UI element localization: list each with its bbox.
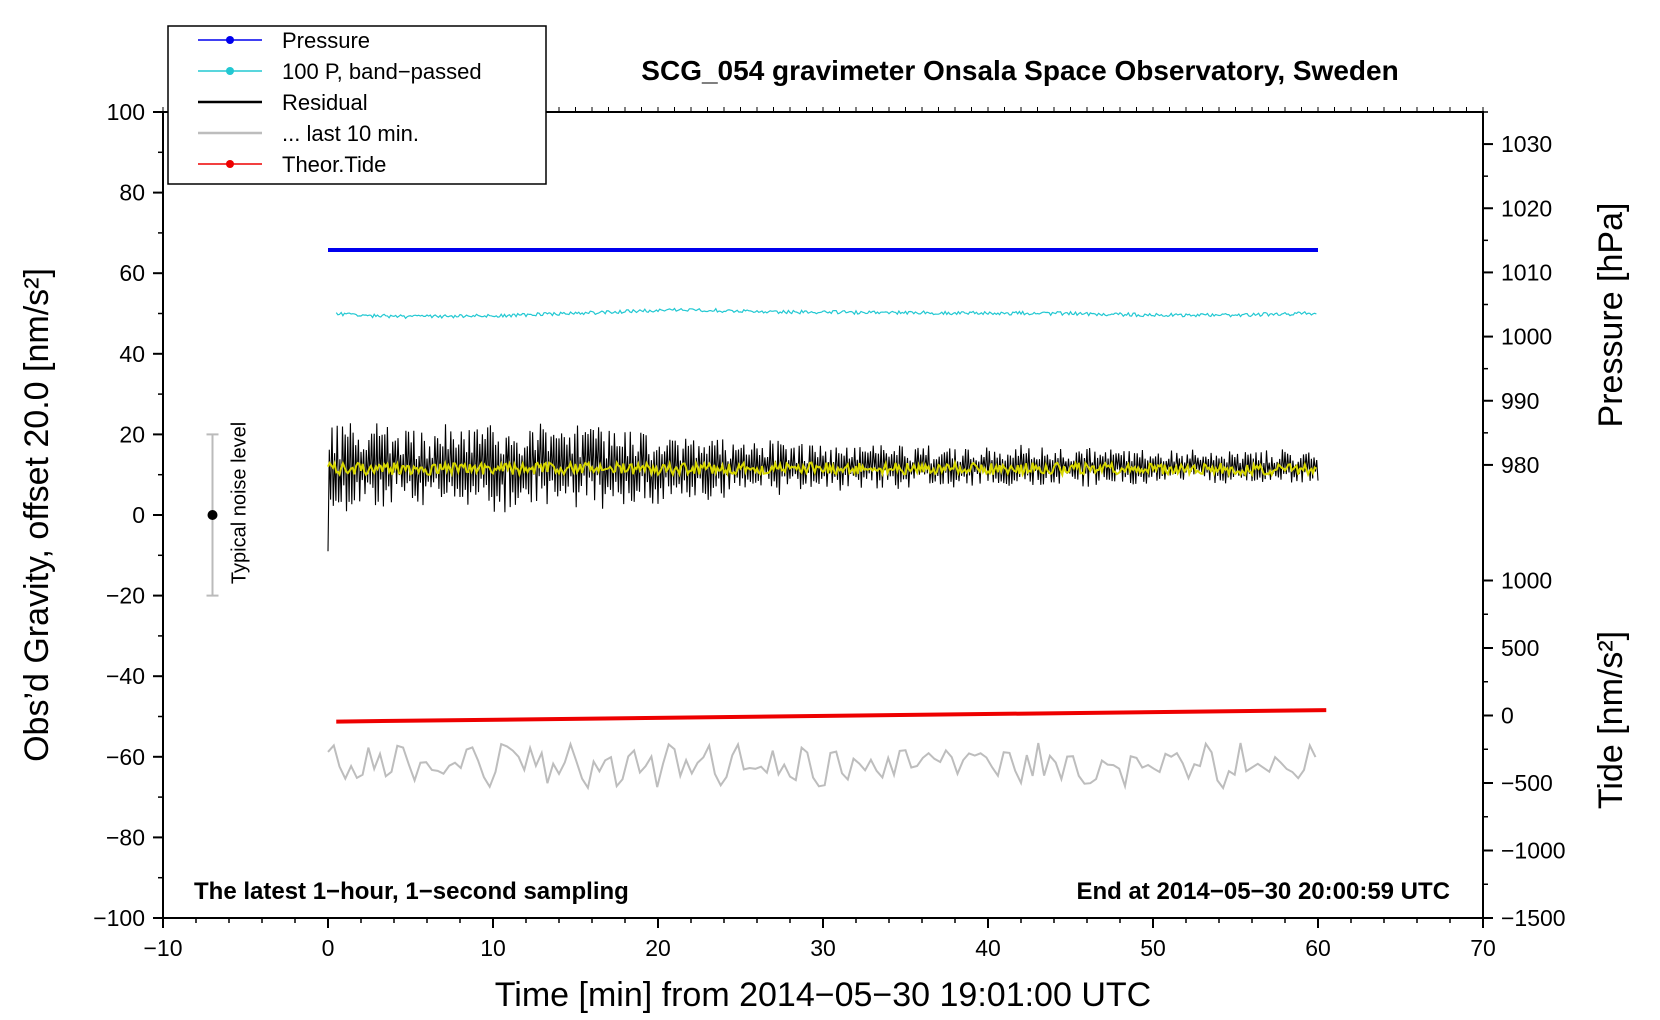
y-tick-label: −80 (106, 824, 145, 850)
tide-tick-label: −500 (1501, 770, 1553, 796)
noise-bar: Typical noise level (206, 422, 251, 597)
x-tick-label: −10 (143, 935, 182, 961)
y-tick-label: 100 (107, 99, 145, 125)
legend-label: Residual (282, 90, 368, 115)
y-tick-label: 40 (119, 341, 145, 367)
pressure-tick-label: 1010 (1501, 259, 1552, 285)
x-tick-label: 30 (810, 935, 836, 961)
tide-axis-label: Tide [nm/s²] (1592, 631, 1630, 809)
legend: Pressure 100 P, band−passed Residual ... la… (167, 25, 547, 185)
pressure-tick-label: 1020 (1501, 195, 1552, 221)
x-axis-label: Time [min] from 2014−05−30 19:01:00 UTC (495, 976, 1151, 1014)
tide-tick-label: −1000 (1501, 838, 1566, 864)
axis-ticks: −10 0 10 20 30 40 50 60 70−100−80−60−40−20020406… (93, 99, 1565, 961)
y-tick-label: −40 (106, 663, 145, 689)
series-residual (327, 423, 1319, 552)
x-tick-label: 40 (975, 935, 1001, 961)
x-tick-label: 0 (322, 935, 335, 961)
pressure-tick-label: 1000 (1501, 324, 1552, 350)
y-tick-label: 60 (119, 260, 145, 286)
x-tick-label: 20 (645, 935, 671, 961)
plot-frame (162, 111, 1484, 919)
x-tick-label: 10 (480, 935, 506, 961)
legend-box (167, 25, 547, 185)
series-last-10-min (327, 740, 1317, 791)
tide-tick-label: −1500 (1501, 905, 1566, 931)
pressure-axis-label: Pressure [hPa] (1592, 203, 1630, 428)
pressure-tick-label: 990 (1501, 388, 1539, 414)
noise-bar-dot (207, 510, 218, 520)
y-tick-label: −60 (106, 744, 145, 770)
tide-tick-label: 0 (1501, 703, 1514, 729)
series-pressure-bandpassed (335, 307, 1317, 320)
legend-marker (226, 36, 234, 44)
chart-title: SCG_054 gravimeter Onsala Space Observat… (641, 55, 1398, 86)
legend-label: Theor.Tide (282, 152, 386, 177)
x-tick-label: 70 (1470, 935, 1496, 961)
legend-marker (226, 160, 234, 168)
pressure-tick-label: 1030 (1501, 131, 1552, 157)
tide-tick-label: 500 (1501, 635, 1539, 661)
legend-label: 100 P, band−passed (282, 59, 482, 84)
series-theor-tide (336, 708, 1327, 724)
legend-marker (226, 67, 234, 75)
annotation-sampling: The latest 1−hour, 1−second sampling (194, 878, 629, 905)
x-tick-label: 50 (1140, 935, 1166, 961)
y-tick-label: −100 (93, 905, 145, 931)
noise-label: Typical noise level (229, 422, 251, 584)
y-tick-label: 80 (119, 180, 145, 206)
pressure-tick-label: 980 (1501, 452, 1539, 478)
legend-label: Pressure (282, 28, 370, 53)
x-tick-label: 60 (1305, 935, 1331, 961)
y-tick-label: −20 (106, 583, 145, 609)
tide-tick-label: 1000 (1501, 568, 1552, 594)
series-residual-smoothed (327, 459, 1317, 479)
y-axis-label: Obs’d Gravity, offset 20.0 [nm/s²] (18, 268, 56, 762)
y-tick-label: 20 (119, 421, 145, 447)
annotation-end-time: End at 2014−05−30 20:00:59 UTC (1076, 878, 1450, 905)
y-tick-label: 0 (132, 502, 145, 528)
legend-label: ... last 10 min. (282, 121, 419, 146)
series-layer (327, 247, 1327, 791)
